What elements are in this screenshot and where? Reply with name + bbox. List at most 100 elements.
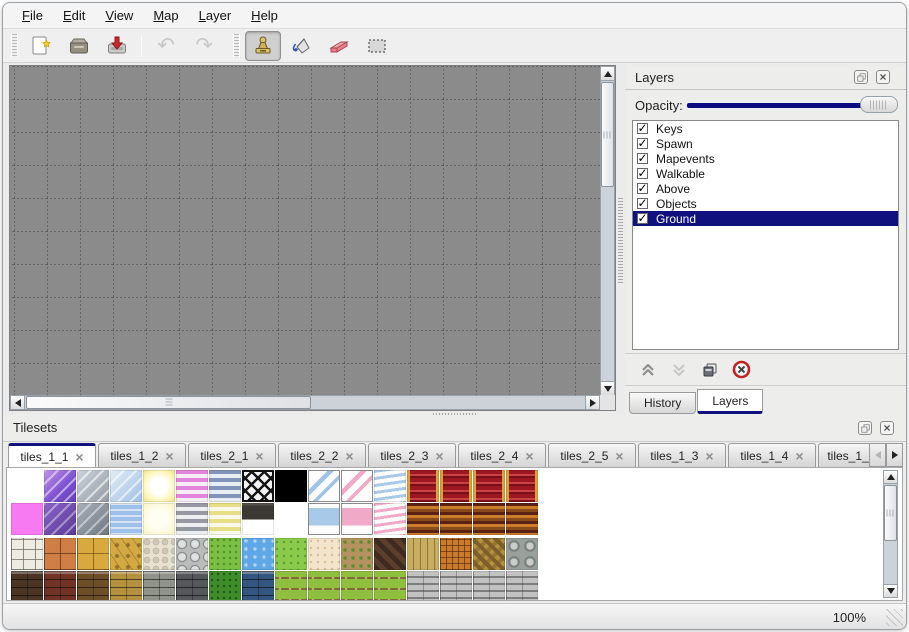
open-map-button[interactable] [61, 31, 97, 61]
close-tab-icon[interactable]: × [345, 447, 354, 464]
tile-grass-dark[interactable] [209, 571, 241, 600]
tile-planks-gray[interactable] [440, 571, 472, 600]
tile-curtain-red[interactable] [440, 470, 472, 502]
tileset-vertical-scrollbar[interactable] [883, 470, 898, 598]
close-tab-icon[interactable]: × [705, 447, 714, 464]
tileset-tab-tiles_2_4[interactable]: tiles_2_4 × [458, 443, 546, 467]
close-tab-icon[interactable]: × [615, 447, 624, 464]
delete-layer-button[interactable] [730, 359, 752, 381]
tileset-tab-tiles_2_2[interactable]: tiles_2_2 × [278, 443, 366, 467]
tile-glass-gray[interactable] [77, 470, 109, 502]
layer-list[interactable]: ✓ Keys ✓ Spawn ✓ Mapevents ✓ Walkable ✓ Above ✓ Obj… [632, 120, 899, 350]
tileset-tab-tiles_2_5[interactable]: tiles_2_5 × [548, 443, 636, 467]
scroll-left-button[interactable] [10, 395, 25, 410]
tile-herringbone[interactable] [473, 538, 505, 570]
layer-row-objects[interactable]: ✓ Objects [633, 196, 898, 211]
tile-stripes-pink[interactable] [176, 470, 208, 502]
tile-tiles-gold[interactable] [77, 538, 109, 570]
tile-planks-gray[interactable] [506, 571, 538, 600]
tab-layers[interactable]: Layers [697, 389, 764, 414]
tile-sand[interactable] [308, 538, 340, 570]
tile-glow-yellow[interactable] [143, 470, 175, 502]
tile-empty[interactable] [275, 503, 307, 535]
tile-curtain-orange[interactable] [473, 503, 505, 535]
tile-sign[interactable] [242, 503, 274, 535]
close-panel-button[interactable]: × [876, 70, 890, 84]
scroll-down-button[interactable] [883, 584, 898, 598]
tab-history[interactable]: History [629, 392, 697, 414]
tile-brick-red[interactable] [44, 571, 76, 600]
float-tilesets-button[interactable] [858, 421, 872, 435]
tileset-tab-tiles_2_3[interactable]: tiles_2_3 × [368, 443, 456, 467]
layer-row-ground[interactable]: ✓ Ground [633, 211, 898, 226]
tile-planks-gray[interactable] [473, 571, 505, 600]
tile-pane-blue2[interactable] [308, 503, 340, 535]
tile-brick-darkgray[interactable] [176, 571, 208, 600]
canvas-vscroll-thumb[interactable] [601, 82, 614, 187]
layers-dock-titlebar[interactable]: Layers × [625, 65, 906, 90]
tile-planks-gray[interactable] [407, 571, 439, 600]
menu-help[interactable]: Help [251, 8, 278, 23]
layer-visibility-checkbox[interactable]: ✓ [637, 122, 648, 134]
tile-stripes-yellow[interactable] [209, 503, 241, 535]
tile-wave-blue[interactable] [374, 470, 406, 502]
tile-wood-planks[interactable] [407, 538, 439, 570]
close-tab-icon[interactable]: × [165, 447, 174, 464]
layer-visibility-checkbox[interactable]: ✓ [637, 167, 648, 179]
tilesets-titlebar[interactable]: Tilesets × [3, 415, 906, 442]
tile-glow-pale[interactable] [143, 503, 175, 535]
tile-tiles-orange[interactable] [44, 538, 76, 570]
tile-brick-brown[interactable] [77, 571, 109, 600]
opacity-slider-groove[interactable] [687, 103, 894, 108]
close-tab-icon[interactable]: × [795, 447, 804, 464]
layer-row-mapevents[interactable]: ✓ Mapevents [633, 151, 898, 166]
tile-empty[interactable] [11, 470, 43, 502]
tile-field[interactable] [275, 571, 307, 600]
tileset-view[interactable] [6, 467, 903, 601]
tile-curtain-red[interactable] [473, 470, 505, 502]
duplicate-layer-button[interactable] [699, 359, 721, 381]
tile-dirt-plants[interactable] [341, 538, 373, 570]
menu-file[interactable]: File [22, 8, 43, 23]
save-map-button[interactable] [99, 31, 135, 61]
vertical-splitter-handle[interactable] [618, 198, 623, 283]
canvas-vertical-scrollbar[interactable] [600, 66, 615, 396]
opacity-slider[interactable] [687, 91, 898, 119]
stamp-tool-button[interactable] [245, 30, 281, 61]
layer-row-walkable[interactable]: ✓ Walkable [633, 166, 898, 181]
close-tab-icon[interactable]: × [255, 447, 264, 464]
menu-view[interactable]: View [105, 8, 134, 23]
menu-layer[interactable]: Layer [198, 8, 232, 23]
layer-row-keys[interactable]: ✓ Keys [633, 121, 898, 136]
tile-pane-blue[interactable] [308, 470, 340, 502]
layer-visibility-checkbox[interactable]: ✓ [637, 182, 648, 194]
tile-brick-darkbrown[interactable] [11, 571, 43, 600]
tile-grass2[interactable] [275, 538, 307, 570]
eraser-tool-button[interactable] [321, 31, 357, 61]
tile-water[interactable] [242, 538, 274, 570]
new-map-button[interactable] [23, 31, 59, 61]
tile-pane-pink[interactable] [341, 470, 373, 502]
menu-map[interactable]: Map [153, 8, 179, 23]
map-canvas[interactable] [10, 66, 600, 396]
tile-pebbles[interactable] [143, 538, 175, 570]
close-tab-icon[interactable]: × [75, 448, 84, 465]
tile-brick-tan[interactable] [110, 571, 142, 600]
tile-magenta[interactable] [11, 503, 43, 535]
tile-blocks-gray[interactable] [143, 571, 175, 600]
tile-lattice[interactable] [242, 470, 274, 502]
tile-water-anim[interactable] [110, 503, 142, 535]
tile-curtain-orange[interactable] [506, 503, 538, 535]
tile-stripes-gray[interactable] [176, 503, 208, 535]
tile-grass[interactable] [209, 538, 241, 570]
tile-stone-path[interactable] [11, 538, 43, 570]
redo-button[interactable]: ↷ [186, 31, 222, 61]
tile-wave-pink[interactable] [374, 503, 406, 535]
layer-visibility-checkbox[interactable]: ✓ [637, 212, 648, 224]
opacity-slider-handle[interactable] [860, 96, 898, 113]
raise-layer-button[interactable] [637, 359, 659, 381]
tile-glass-gray-dark[interactable] [77, 503, 109, 535]
toolbar-drag-handle-2[interactable] [233, 33, 240, 58]
float-panel-button[interactable] [854, 70, 868, 84]
resize-grip-icon[interactable] [886, 609, 903, 626]
